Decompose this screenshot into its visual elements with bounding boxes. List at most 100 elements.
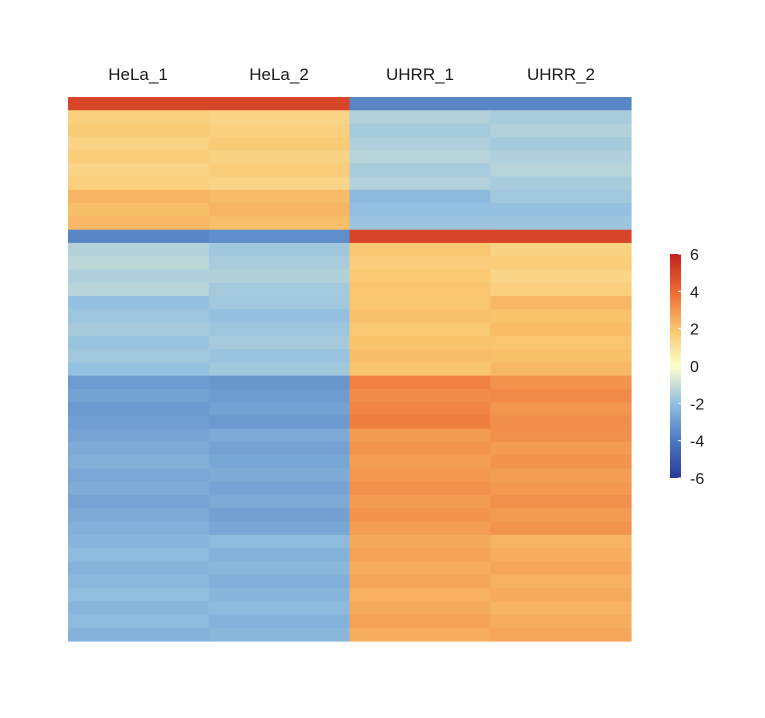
heatmap-cell xyxy=(208,534,351,549)
heatmap-cell xyxy=(208,388,351,403)
heatmap-cell xyxy=(208,548,351,562)
heatmap-cell xyxy=(490,136,632,151)
heatmap-cell xyxy=(68,150,210,164)
heatmap-cell xyxy=(68,495,210,509)
heatmap-cell xyxy=(208,203,351,218)
heatmap-cell xyxy=(490,455,632,470)
heatmap-cell xyxy=(349,110,491,125)
heatmap-cell xyxy=(490,468,632,483)
heatmap-cell xyxy=(349,481,491,496)
heatmap-cell xyxy=(208,402,351,417)
heatmap-cell xyxy=(68,136,210,151)
heatmap-cell xyxy=(68,322,210,337)
heatmap-cell xyxy=(349,296,491,310)
heatmap-cell xyxy=(68,534,210,549)
heatmap-cell xyxy=(68,601,210,616)
heatmap-cell xyxy=(68,216,210,231)
heatmap-cell xyxy=(349,123,491,138)
heatmap-cell xyxy=(68,508,210,523)
heatmap-cell xyxy=(208,428,351,443)
heatmap-cell xyxy=(349,521,491,536)
heatmap-cell xyxy=(208,601,351,616)
heatmap-cell xyxy=(208,335,351,350)
heatmap-cell xyxy=(68,415,210,430)
heatmap-cell xyxy=(349,614,491,629)
heatmap-cell xyxy=(68,481,210,496)
heatmap-cell xyxy=(68,229,210,244)
heatmap-cell xyxy=(349,242,491,257)
heatmap-cell xyxy=(349,402,491,417)
heatmap-cell xyxy=(349,349,491,363)
heatmap-cell xyxy=(490,123,632,138)
heatmap-cell xyxy=(208,296,351,310)
heatmap-cell xyxy=(208,229,351,244)
heatmap-cell xyxy=(208,587,351,602)
heatmap-cell xyxy=(208,495,351,509)
heatmap-cell xyxy=(349,574,491,589)
heatmap-cell xyxy=(349,216,491,231)
heatmap-cell xyxy=(490,203,632,218)
heatmap-cell xyxy=(490,269,632,284)
heatmap-cell xyxy=(68,614,210,629)
colorbar-tick-label: -2 xyxy=(690,396,704,413)
heatmap-cell xyxy=(68,428,210,443)
heatmap-cell xyxy=(349,428,491,443)
heatmap-cell xyxy=(68,468,210,483)
heatmap-cell xyxy=(349,627,491,642)
heatmap-cell xyxy=(490,322,632,337)
heatmap-cell xyxy=(490,176,632,191)
column-label-hela-2: HeLa_2 xyxy=(249,65,309,84)
heatmap-cell xyxy=(490,282,632,297)
heatmap-cell xyxy=(208,97,351,111)
heatmap-cell xyxy=(490,508,632,523)
heatmap-cell xyxy=(208,189,351,204)
heatmap-cell xyxy=(208,574,351,589)
column-label-uhrr-1: UHRR_1 xyxy=(386,65,454,84)
heatmap-cell xyxy=(208,481,351,496)
heatmap-cell xyxy=(208,375,351,390)
heatmap-cell xyxy=(490,229,632,244)
heatmap-cell xyxy=(490,614,632,629)
heatmap-cell xyxy=(68,203,210,218)
heatmap-cell xyxy=(208,322,351,337)
heatmap-cell xyxy=(490,388,632,403)
heatmap-cell xyxy=(490,627,632,642)
heatmap-cell xyxy=(208,627,351,642)
heatmap-cell xyxy=(349,362,491,377)
heatmap-cell xyxy=(490,375,632,390)
heatmap-cell xyxy=(349,322,491,337)
heatmap-cell xyxy=(349,441,491,456)
heatmap-cell xyxy=(68,548,210,562)
heatmap-cell xyxy=(208,521,351,536)
heatmap-cell xyxy=(68,256,210,271)
heatmap-cell xyxy=(349,176,491,191)
heatmap-cell xyxy=(208,349,351,363)
heatmap-cell xyxy=(208,561,351,576)
heatmap-cell xyxy=(349,388,491,403)
heatmap-cell xyxy=(68,587,210,602)
heatmap-cell xyxy=(349,97,491,111)
heatmap-cell xyxy=(208,136,351,151)
heatmap-cell xyxy=(68,309,210,324)
heatmap-cell xyxy=(490,601,632,616)
heatmap-cell xyxy=(68,176,210,191)
heatmap-cell xyxy=(349,229,491,244)
heatmap-cell xyxy=(68,574,210,589)
heatmap-cell xyxy=(349,508,491,523)
heatmap-cell xyxy=(349,335,491,350)
heatmap-cell xyxy=(68,110,210,125)
heatmap-cell xyxy=(349,468,491,483)
heatmap-cell xyxy=(68,163,210,178)
heatmap-cell xyxy=(349,415,491,430)
heatmap-cell xyxy=(68,627,210,642)
heatmap-cell xyxy=(68,189,210,204)
heatmap-cell xyxy=(349,561,491,576)
heatmap-cell xyxy=(490,574,632,589)
heatmap-cell xyxy=(490,256,632,271)
heatmap-cell xyxy=(490,97,632,111)
heatmap-cell xyxy=(349,375,491,390)
column-labels: HeLa_1 HeLa_2 UHRR_1 UHRR_2 xyxy=(108,65,595,84)
heatmap-cell xyxy=(349,309,491,324)
heatmap-cell xyxy=(490,428,632,443)
